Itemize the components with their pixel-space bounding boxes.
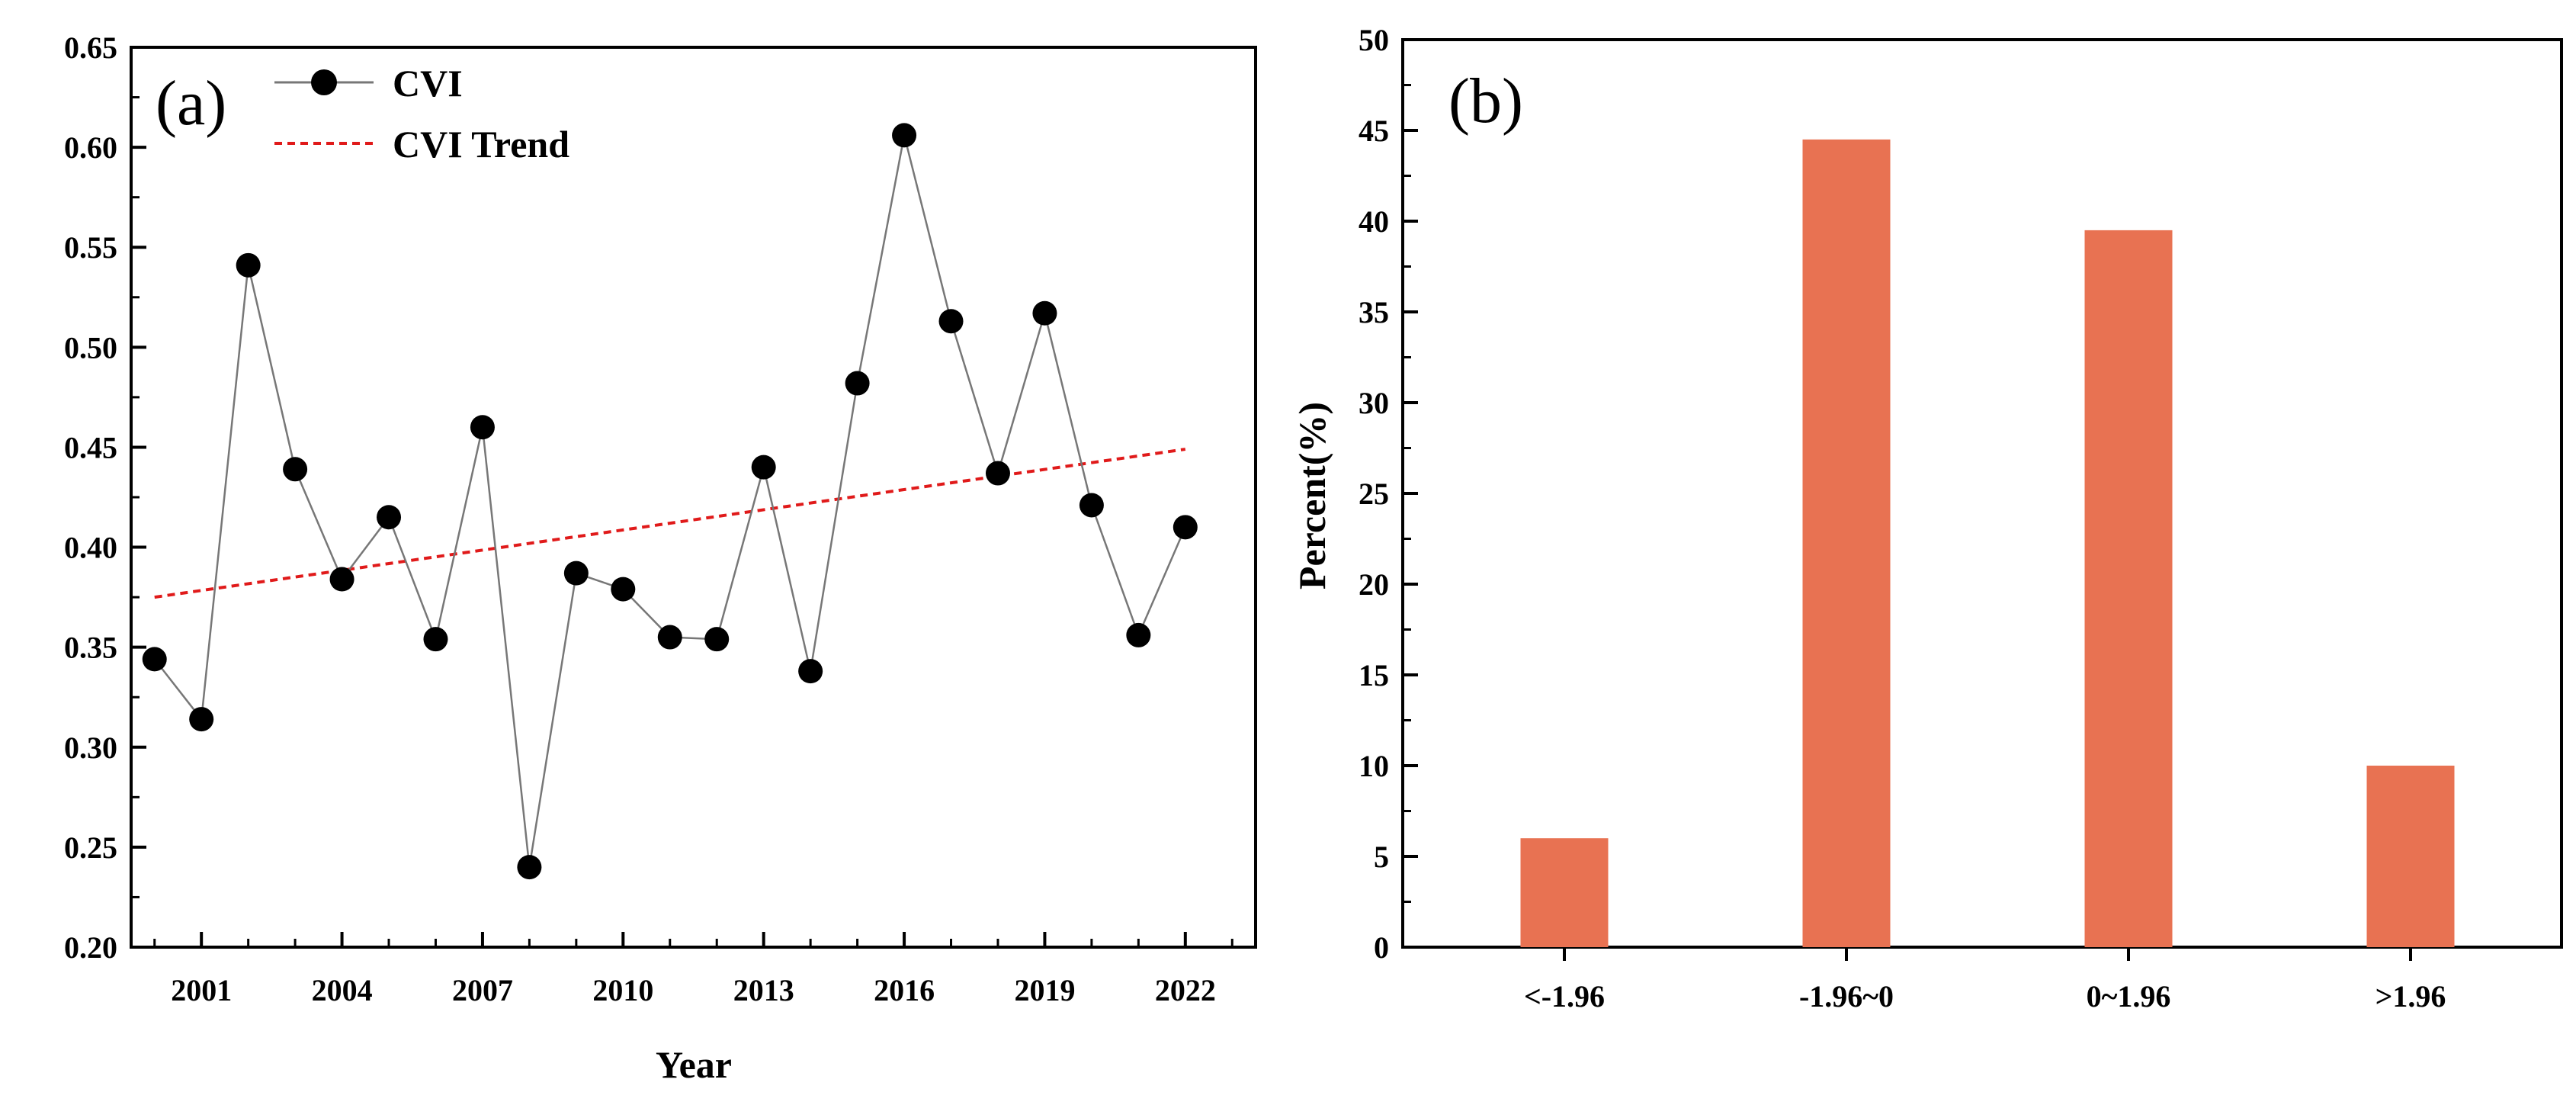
panel-a-legend: CVI CVI Trend <box>274 62 569 165</box>
cvi-point <box>329 567 354 592</box>
cvi-series <box>142 123 1198 880</box>
x-tick-label: >1.96 <box>2376 979 2446 1013</box>
legend-cvi-trend-label: CVI Trend <box>393 123 569 165</box>
cvi-point <box>283 457 308 482</box>
y-tick-label: 40 <box>1359 204 1389 239</box>
panel-b-bar-chart: (b) 0 5 10 15 20 25 30 35 40 45 50 <-1.96 -1.96~0 0~… <box>1291 23 2563 1013</box>
cvi-point <box>1173 515 1198 540</box>
x-tick-label: 2013 <box>733 973 794 1007</box>
panel-a-line-chart: (a) 0.20 0.25 0.30 0.35 0.40 0.45 0.50 0.55 0.60… <box>64 31 1257 1086</box>
y-tick-label: 0.45 <box>64 430 117 464</box>
panel-b-label: (b) <box>1448 66 1523 137</box>
y-tick-label: 25 <box>1359 477 1389 511</box>
bar <box>2366 766 2455 947</box>
bar <box>2084 230 2173 947</box>
cvi-point <box>798 659 823 684</box>
cvi-point <box>377 505 402 530</box>
y-tick-label: 0 <box>1374 930 1389 965</box>
panel-b-bars <box>1520 139 2455 947</box>
cvi-point <box>938 309 964 334</box>
y-tick-label: 15 <box>1359 658 1389 692</box>
x-tick-label: 2010 <box>592 973 653 1007</box>
y-tick-label: 0.30 <box>64 731 117 765</box>
y-tick-label: 0.40 <box>64 531 117 565</box>
cvi-point <box>189 707 214 732</box>
panel-a-label: (a) <box>156 68 226 139</box>
x-tick-label: 2016 <box>874 973 935 1007</box>
legend-cvi-label: CVI <box>393 62 463 104</box>
x-tick-label: 2019 <box>1014 973 1075 1007</box>
panel-b-x-axis: <-1.96 -1.96~0 0~1.96 >1.96 <box>1524 947 2446 1013</box>
cvi-point <box>751 455 776 480</box>
x-tick-label: 0~1.96 <box>2087 979 2171 1013</box>
cvi-point <box>517 855 542 880</box>
y-tick-label: 35 <box>1359 295 1389 329</box>
y-tick-label: 0.20 <box>64 930 117 965</box>
cvi-point <box>1079 493 1104 518</box>
cvi-point <box>1032 300 1057 326</box>
cvi-point <box>1126 622 1151 647</box>
y-tick-label: 10 <box>1359 749 1389 783</box>
x-tick-label: 2001 <box>171 973 232 1007</box>
cvi-point <box>892 123 917 148</box>
y-tick-label: 0.55 <box>64 230 117 265</box>
y-tick-label: 45 <box>1359 114 1389 148</box>
cvi-point <box>611 577 636 602</box>
cvi-trend-line <box>154 448 1186 599</box>
bar <box>1520 838 1609 947</box>
legend-cvi-marker-swatch <box>311 69 337 95</box>
y-tick-label: 20 <box>1359 567 1389 602</box>
y-tick-label: 0.25 <box>64 830 117 865</box>
y-tick-label: 0.35 <box>64 631 117 665</box>
y-tick-label: 50 <box>1359 23 1389 57</box>
x-tick-label: 2004 <box>312 973 373 1007</box>
y-tick-label: 0.60 <box>64 130 117 165</box>
panel-a-x-axis-title: Year <box>656 1043 732 1086</box>
x-tick-label: <-1.96 <box>1524 979 1605 1013</box>
y-tick-label: 0.65 <box>64 31 117 65</box>
cvi-point <box>985 461 1010 486</box>
cvi-point <box>704 627 730 652</box>
cvi-point <box>423 627 448 652</box>
y-tick-label: 0.50 <box>64 330 117 365</box>
bar <box>1802 139 1891 947</box>
cvi-point <box>142 647 167 672</box>
cvi-point <box>845 371 870 396</box>
cvi-line <box>153 135 1186 868</box>
cvi-point <box>236 252 261 278</box>
panel-b-y-axis: 0 5 10 15 20 25 30 35 40 45 50 <box>1359 23 1418 965</box>
x-tick-label: -1.96~0 <box>1799 979 1894 1013</box>
x-tick-label: 2022 <box>1155 973 1216 1007</box>
cvi-trend-series <box>154 448 1186 599</box>
cvi-point <box>657 625 682 650</box>
x-tick-label: 2007 <box>452 973 513 1007</box>
cvi-point <box>470 415 495 440</box>
panel-a-y-axis: 0.20 0.25 0.30 0.35 0.40 0.45 0.50 0.55 0.60 0.65 <box>64 31 146 965</box>
cvi-point <box>563 561 589 586</box>
y-tick-label: 5 <box>1374 840 1389 874</box>
panel-b-y-axis-title: Percent(%) <box>1291 402 1333 589</box>
panel-a-x-axis: 2001 2004 2007 2010 2013 2016 2019 2022 <box>153 932 1233 1007</box>
y-tick-label: 30 <box>1359 386 1389 420</box>
